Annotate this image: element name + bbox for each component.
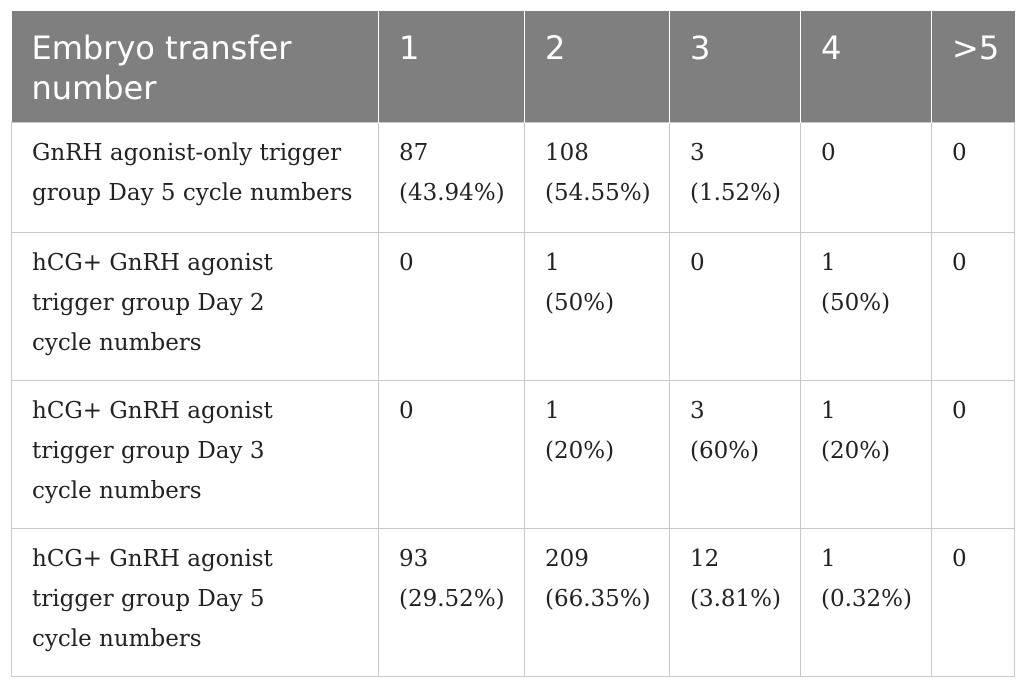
table-row: GnRH agonist-only trigger group Day 5 cy…	[11, 122, 1015, 233]
row-label-line: cycle numbers	[32, 478, 202, 504]
value-cell: 0	[800, 122, 932, 233]
value-cell: 0	[931, 232, 1015, 381]
cell-count: 93	[399, 546, 429, 572]
cell-count: 1	[821, 398, 836, 424]
header-cell-3: 3	[669, 11, 801, 123]
table-row: hCG+ GnRH agonist trigger group Day 2 cy…	[11, 232, 1015, 381]
header-label-line: number	[31, 69, 157, 107]
cell-count: 1	[545, 398, 560, 424]
table-header: Embryo transfer number 1 2 3 4 >5	[11, 11, 1015, 123]
value-cell: 93 (29.52%)	[378, 528, 525, 677]
cell-percent: (3.81%)	[690, 586, 782, 612]
row-label-cell: GnRH agonist-only trigger group Day 5 cy…	[11, 122, 379, 233]
cell-percent: (50%)	[821, 290, 891, 316]
cell-count: 209	[545, 546, 589, 572]
row-label-line: trigger group Day 2	[32, 290, 265, 316]
row-label-line: hCG+ GnRH agonist	[32, 398, 273, 424]
value-cell: 209 (66.35%)	[524, 528, 670, 677]
value-cell: 1 (20%)	[524, 380, 670, 529]
header-cell-1: 1	[378, 11, 525, 123]
header-cell-2: 2	[524, 11, 670, 123]
row-label-line: trigger group Day 3	[32, 438, 265, 464]
cell-count: 0	[952, 140, 967, 166]
cell-percent: (1.52%)	[690, 180, 782, 206]
value-cell: 0	[931, 380, 1015, 529]
cell-count: 0	[399, 398, 414, 424]
cell-percent: (43.94%)	[399, 180, 505, 206]
table-body: GnRH agonist-only trigger group Day 5 cy…	[11, 122, 1015, 677]
cell-count: 0	[690, 250, 705, 276]
value-cell: 0	[378, 380, 525, 529]
value-cell: 1 (50%)	[800, 232, 932, 381]
header-cell-embryo-transfer-number: Embryo transfer number	[11, 11, 379, 123]
value-cell: 3 (1.52%)	[669, 122, 801, 233]
cell-count: 108	[545, 140, 589, 166]
row-label-line: trigger group Day 5	[32, 586, 265, 612]
value-cell: 108 (54.55%)	[524, 122, 670, 233]
row-label-line: group Day 5 cycle numbers	[32, 180, 353, 206]
cell-percent: (0.32%)	[821, 586, 913, 612]
cell-count: 1	[545, 250, 560, 276]
row-label-line: hCG+ GnRH agonist	[32, 250, 273, 276]
value-cell: 1 (0.32%)	[800, 528, 932, 677]
value-cell: 0	[669, 232, 801, 381]
header-cell-gt5: >5	[931, 11, 1015, 123]
cell-count: 0	[399, 250, 414, 276]
cell-percent: (29.52%)	[399, 586, 505, 612]
value-cell: 0	[931, 122, 1015, 233]
row-label-line: cycle numbers	[32, 626, 202, 652]
cell-count: 1	[821, 250, 836, 276]
table-row: hCG+ GnRH agonist trigger group Day 3 cy…	[11, 380, 1015, 529]
cell-percent: (60%)	[690, 438, 760, 464]
row-label-line: cycle numbers	[32, 330, 202, 356]
header-label-line: Embryo transfer	[31, 29, 292, 67]
data-table-container: Embryo transfer number 1 2 3 4 >5 GnRH a…	[11, 11, 1015, 677]
value-cell: 0	[378, 232, 525, 381]
row-label-cell: hCG+ GnRH agonist trigger group Day 5 cy…	[11, 528, 379, 677]
cell-count: 1	[821, 546, 836, 572]
value-cell: 12 (3.81%)	[669, 528, 801, 677]
header-cell-4: 4	[800, 11, 932, 123]
row-label-line: hCG+ GnRH agonist	[32, 546, 273, 572]
cell-count: 0	[952, 250, 967, 276]
cell-count: 87	[399, 140, 429, 166]
cell-percent: (66.35%)	[545, 586, 651, 612]
cell-count: 12	[690, 546, 720, 572]
embryo-transfer-table: Embryo transfer number 1 2 3 4 >5 GnRH a…	[11, 11, 1015, 677]
cell-count: 0	[952, 398, 967, 424]
value-cell: 3 (60%)	[669, 380, 801, 529]
header-row: Embryo transfer number 1 2 3 4 >5	[11, 11, 1015, 123]
cell-count: 3	[690, 398, 705, 424]
cell-count: 3	[690, 140, 705, 166]
value-cell: 0	[931, 528, 1015, 677]
cell-count: 0	[952, 546, 967, 572]
row-label-line: GnRH agonist-only trigger	[32, 140, 342, 166]
value-cell: 1 (20%)	[800, 380, 932, 529]
cell-percent: (50%)	[545, 290, 615, 316]
cell-count: 0	[821, 140, 836, 166]
row-label-cell: hCG+ GnRH agonist trigger group Day 3 cy…	[11, 380, 379, 529]
table-row: hCG+ GnRH agonist trigger group Day 5 cy…	[11, 528, 1015, 677]
row-label-cell: hCG+ GnRH agonist trigger group Day 2 cy…	[11, 232, 379, 381]
cell-percent: (20%)	[545, 438, 615, 464]
cell-percent: (20%)	[821, 438, 891, 464]
value-cell: 87 (43.94%)	[378, 122, 525, 233]
cell-percent: (54.55%)	[545, 180, 651, 206]
value-cell: 1 (50%)	[524, 232, 670, 381]
